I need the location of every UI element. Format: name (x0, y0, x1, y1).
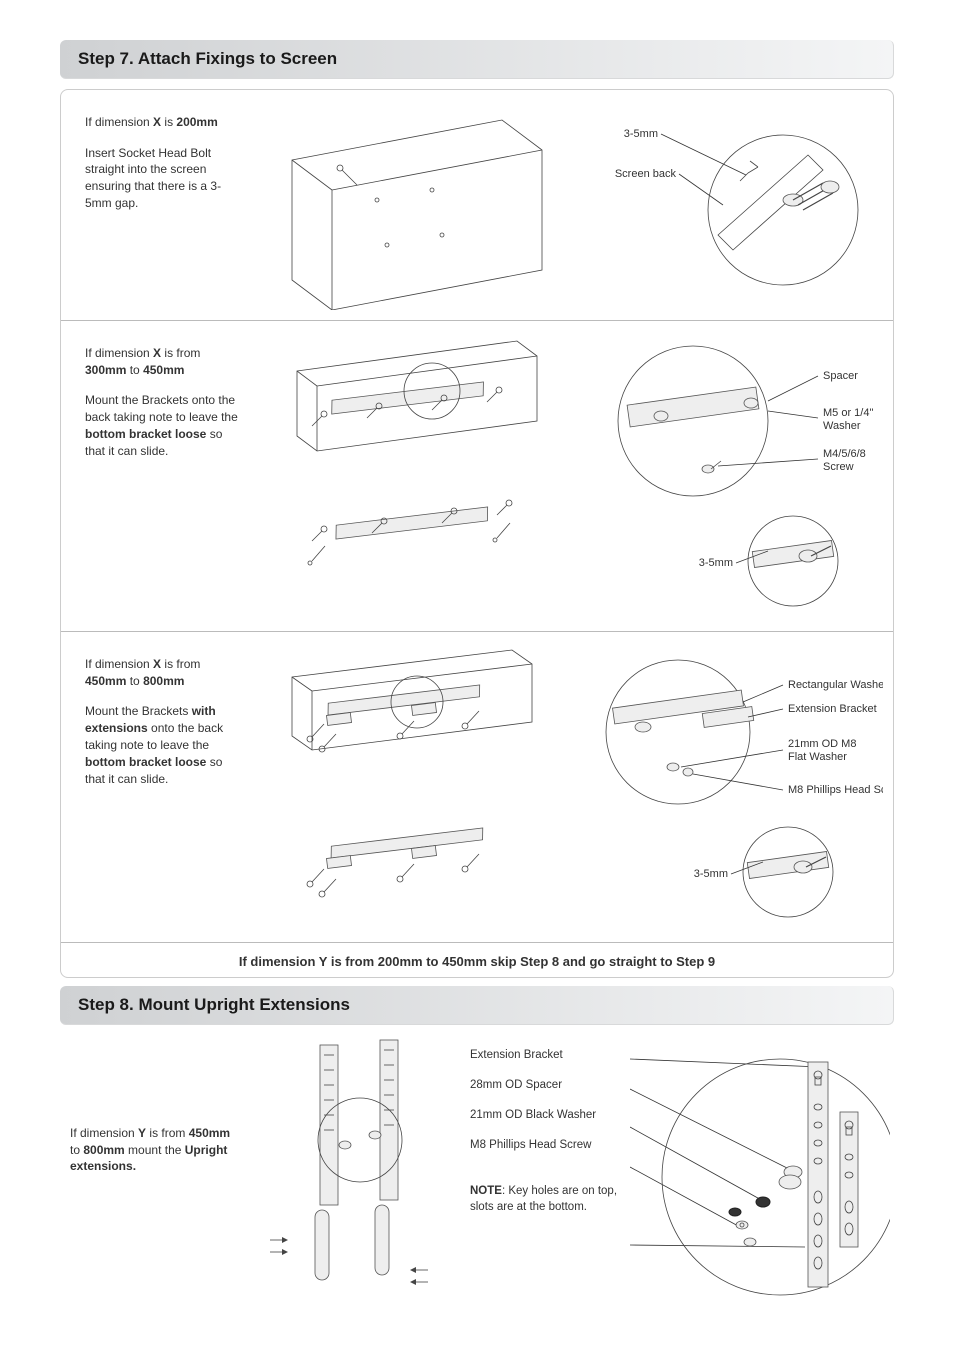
t: to (70, 1143, 83, 1157)
b2: bottom bracket loose (85, 755, 206, 769)
row1-body: Insert Socket Head Bolt straight into th… (85, 145, 241, 212)
note-bold: NOTE (470, 1185, 502, 1197)
row2-detail-diagram: Spacer M5 or 1/4"Washer M4/5/6/8Screw 3-… (593, 341, 883, 611)
skip-note-row: If dimension Y is from 200mm to 450mm sk… (61, 943, 893, 977)
row3-figs: Rectangular Washer Extension Bracket 21m… (251, 632, 893, 942)
t: 21mm OD Black Washer (470, 1109, 596, 1121)
lbl-m8-screw: M8 Phillips Head Screw (788, 784, 883, 796)
lbl-flat-washer: 21mm OD M8 (788, 738, 856, 750)
step7-row-450-800mm: If dimension X is from 450mm to 800mm Mo… (61, 632, 893, 943)
lbl-gap: 3-5mm (694, 868, 728, 880)
row1-text: If dimension X is 200mm Insert Socket He… (61, 90, 251, 320)
row3-text: If dimension X is from 450mm to 800mm Mo… (61, 632, 251, 942)
t: M8 Phillips Head Screw (470, 1139, 591, 1151)
step8-labels: Extension Bracket 28mm OD Spacer 21mm OD… (470, 1047, 620, 1230)
step7-panel: If dimension X is 200mm Insert Socket He… (60, 89, 894, 978)
lbl-washer: M5 or 1/4" (823, 407, 873, 419)
row1-figs: 3-5mm Screen back (251, 90, 893, 320)
step8-text: If dimension Y is from 450mm to 800mm mo… (60, 1035, 250, 1213)
step8-note: NOTE: Key holes are on top, slots are at… (470, 1183, 620, 1215)
lbl-screw: M4/5/6/8 (823, 448, 866, 460)
step8-header: Step 8. Mount Upright Extensions (60, 986, 894, 1025)
step7-row-200mm: If dimension X is 200mm Insert Socket He… (61, 90, 893, 321)
v2: 800mm (83, 1143, 124, 1157)
row3-main-diagram (251, 642, 573, 932)
row2-text: If dimension X is from 300mm to 450mm Mo… (61, 321, 251, 631)
step8-content: If dimension Y is from 450mm to 800mm mo… (60, 1035, 894, 1307)
lbl-flat-washer2: Flat Washer (788, 751, 847, 763)
lbl-spacer: 28mm OD Spacer (470, 1077, 620, 1093)
v1: 300mm (85, 363, 126, 377)
step7-header: Step 7. Attach Fixings to Screen (60, 40, 894, 79)
step8-detail-diagram (630, 1047, 890, 1307)
t: to (126, 363, 143, 377)
dim-y: Y (138, 1126, 146, 1140)
v2: 800mm (143, 674, 184, 688)
lbl-m8-screw: M8 Phillips Head Screw (470, 1137, 620, 1153)
lbl-screw2: Screw (823, 461, 854, 473)
row1-detail-diagram: 3-5mm Screen back (603, 115, 883, 295)
v1: 450mm (189, 1126, 230, 1140)
dim-x: X (153, 115, 161, 129)
step8-mid-diagram (260, 1035, 460, 1305)
step8-right: Extension Bracket 28mm OD Spacer 21mm OD… (470, 1035, 894, 1307)
v2: 450mm (143, 363, 184, 377)
lbl-black-washer: 21mm OD Black Washer (470, 1107, 620, 1123)
lbl-washer2: Washer (823, 420, 861, 432)
t: to (126, 674, 143, 688)
val: 200mm (176, 115, 217, 129)
row2-figs: Spacer M5 or 1/4"Washer M4/5/6/8Screw 3-… (251, 321, 893, 631)
step7-row-300-450mm: If dimension X is from 300mm to 450mm Mo… (61, 321, 893, 632)
lbl-spacer: Spacer (823, 370, 858, 382)
lbl-back: Screen back (615, 168, 677, 180)
bb: bottom bracket loose (85, 427, 206, 441)
t: is (161, 115, 176, 129)
t: Mount the Brackets onto the back taking … (85, 393, 238, 424)
t: Mount the Brackets (85, 704, 192, 718)
t: If dimension (85, 346, 153, 360)
v1: 450mm (85, 674, 126, 688)
lbl-ext-bracket: Extension Bracket (470, 1047, 620, 1063)
t: is from (161, 657, 200, 671)
row3-detail-diagram: Rectangular Washer Extension Bracket 21m… (583, 652, 883, 922)
skip-note: If dimension Y is from 200mm to 450mm sk… (61, 943, 893, 977)
dim-x: X (153, 346, 161, 360)
lbl-rect-washer: Rectangular Washer (788, 679, 883, 691)
t: is from (146, 1126, 189, 1140)
dim-x: X (153, 657, 161, 671)
row1-main-diagram (251, 100, 593, 310)
t: is from (161, 346, 200, 360)
row2-main-diagram (251, 331, 583, 621)
lbl-gap: 3-5mm (624, 128, 658, 140)
t: If dimension (70, 1126, 138, 1140)
lbl-ext-bracket: Extension Bracket (788, 703, 877, 715)
t: mount the (125, 1143, 185, 1157)
t: If dimension (85, 657, 153, 671)
t: If dimension (85, 115, 153, 129)
lbl-gap: 3-5mm (699, 557, 733, 569)
